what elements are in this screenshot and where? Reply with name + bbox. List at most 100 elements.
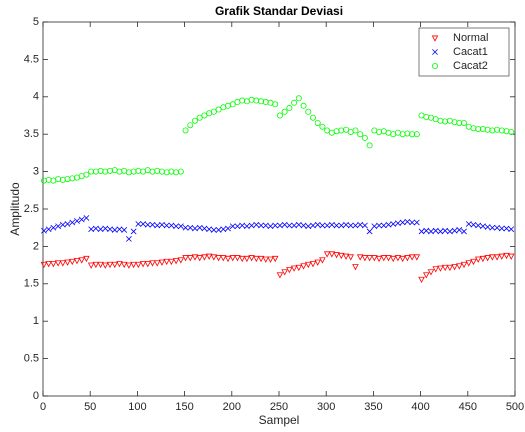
data-point [446,264,454,272]
data-point [205,253,213,260]
data-point [503,128,510,135]
y-tick-label: 1 [33,315,39,327]
data-point [385,255,392,262]
data-point [390,221,397,227]
data-point [442,118,449,125]
data-point [97,261,104,269]
data-point [83,171,90,178]
y-tick-label: 1.5 [24,278,39,290]
data-point [309,261,317,268]
data-point [470,221,477,228]
data-point [154,167,161,174]
data-point [215,255,222,262]
data-point [130,228,137,235]
y-tick-label: 2.5 [24,203,39,215]
data-point [78,257,85,264]
data-point [395,220,401,227]
data-point [253,97,260,104]
x-tick-label: 0 [40,401,46,413]
data-point [338,222,345,229]
data-point [399,219,406,226]
data-point [423,272,430,279]
data-point [461,119,468,126]
data-point [135,167,142,174]
data-point [362,222,368,229]
data-point [272,101,279,108]
data-point [451,264,458,271]
data-point [399,131,406,138]
data-point [503,225,510,232]
data-point [258,98,265,105]
y-tick-label: 2 [33,240,39,252]
data-point [196,114,203,121]
data-point [281,269,288,276]
x-tick-label: 150 [175,401,193,413]
data-point [314,119,321,126]
data-point [140,221,146,227]
data-point [116,168,123,175]
data-point [305,261,312,269]
data-point [428,228,434,235]
data-point [262,99,269,106]
y-tick-label: 5 [33,16,39,28]
data-point [144,221,151,228]
data-point [352,222,359,229]
data-point [456,227,463,233]
data-point [64,259,71,266]
data-point [300,102,307,109]
data-point [404,130,411,137]
data-point [201,225,208,232]
data-point [437,265,444,272]
data-point [300,263,307,270]
data-point [87,262,95,269]
data-point [173,223,179,230]
data-point [196,224,203,231]
data-point [158,168,165,175]
data-point [323,251,331,258]
data-point [404,218,411,225]
data-point [257,255,265,263]
data-point [92,225,99,232]
data-point [248,96,255,103]
data-point [243,255,251,263]
data-point [333,252,340,259]
data-point [385,221,392,228]
data-point [125,262,133,269]
data-point [159,221,165,228]
data-point [177,257,185,264]
data-point [432,266,439,273]
data-point [489,127,496,134]
data-point [432,227,439,234]
data-point [191,117,198,124]
data-point [489,224,496,231]
data-point [319,123,326,130]
data-point [366,142,373,149]
data-point [451,227,458,234]
data-point [182,127,189,134]
data-point [310,222,316,229]
data-point [102,225,109,232]
data-point [173,169,180,176]
data-point [503,252,510,260]
data-point [168,222,175,229]
data-point [182,224,189,231]
data-point [404,255,411,262]
data-point [484,126,491,133]
data-point [465,221,472,227]
data-point [130,261,137,269]
data-point [158,259,166,266]
data-point [55,223,61,230]
data-point [286,222,293,229]
legend-label: Normal [453,32,488,44]
data-point [253,221,260,228]
data-point [442,227,449,234]
legend-marker [431,63,438,70]
y-tick-label: 4 [33,91,39,103]
data-point [277,222,283,229]
data-point [489,254,496,261]
y-tick-label: 0 [33,390,39,402]
data-point [427,269,435,276]
data-point [409,219,415,226]
data-point [97,167,104,174]
x-tick-label: 450 [459,401,477,413]
